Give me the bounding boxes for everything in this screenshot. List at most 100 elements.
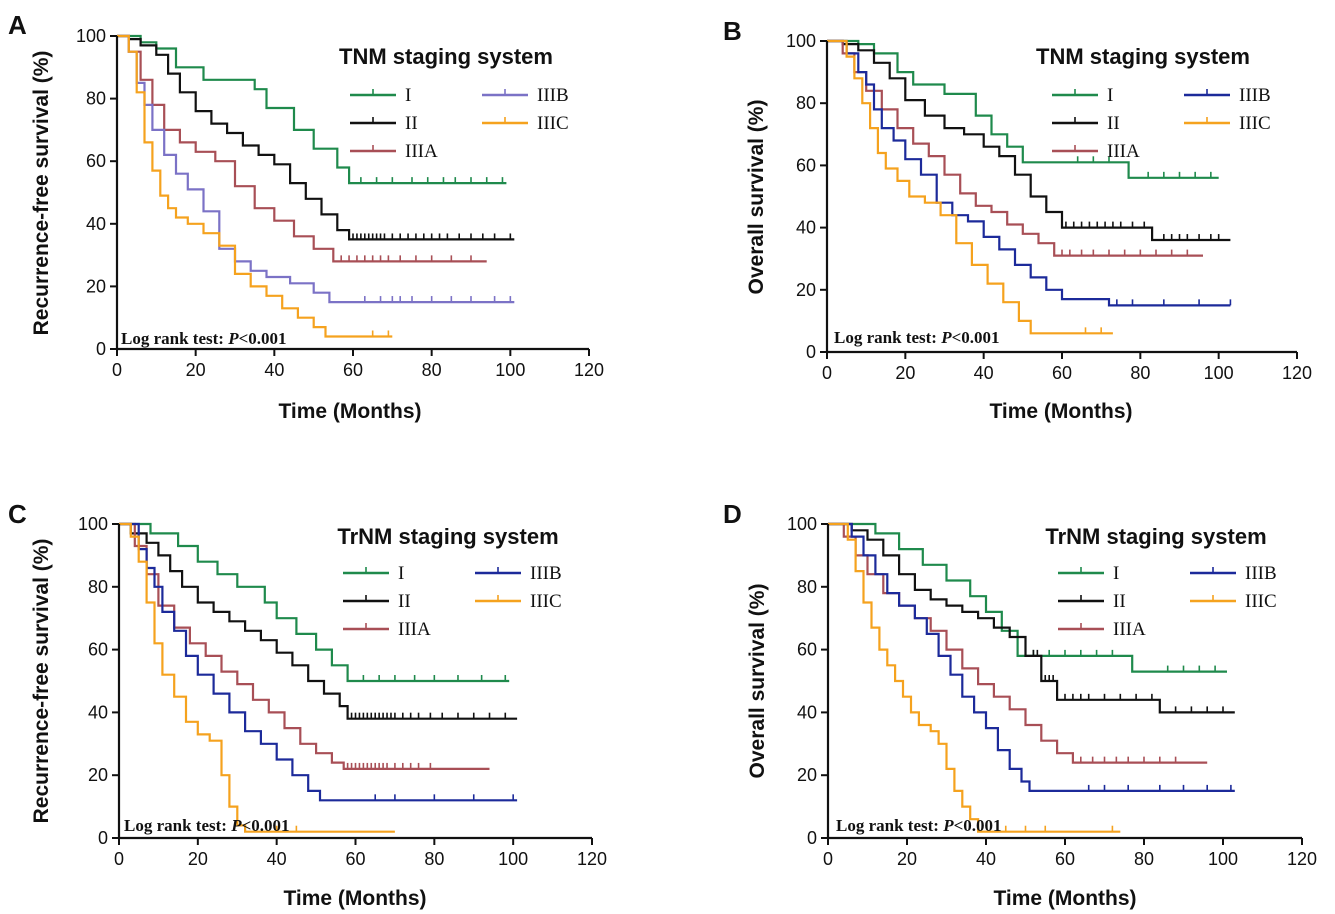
x-tick-label: 120: [577, 849, 607, 869]
legend-label-ii: II: [1107, 113, 1120, 134]
y-tick-label: 0: [806, 342, 816, 362]
km-curve-iiia: [827, 39, 1203, 257]
y-tick-label: 20: [86, 276, 106, 296]
x-tick-label: 80: [424, 849, 444, 869]
legend-label-iiia: IIIA: [1107, 141, 1140, 162]
km-curve-i: [827, 39, 1219, 179]
panel-d-log-rank-annotation: Log rank test: P<0.001: [836, 816, 1002, 835]
x-tick-label: 40: [974, 363, 994, 383]
x-tick-label: 0: [114, 849, 124, 869]
y-tick-label: 40: [88, 702, 108, 722]
y-tick-label: 60: [86, 151, 106, 171]
x-tick-label: 40: [267, 849, 287, 869]
x-tick-label: 80: [1134, 849, 1154, 869]
panel-a-x-axis-title: Time (Months): [278, 400, 421, 423]
x-tick-label: 120: [574, 360, 604, 380]
panel-a-log-rank-annotation: Log rank test: P<0.001: [121, 329, 287, 348]
legend-label-iiib: IIIB: [1239, 85, 1271, 106]
y-tick-label: 40: [86, 214, 106, 234]
legend-label-iiia: IIIA: [405, 141, 438, 162]
legend-label-i: I: [398, 563, 404, 584]
x-tick-label: 40: [976, 849, 996, 869]
panel-c: C 0 20 40 60 80 100 120 0 20 40 60 80 100 Time (Mont…: [8, 499, 607, 910]
panel-c-legend-title: TrNM staging system: [337, 524, 558, 549]
km-curve-iiib: [828, 522, 1235, 792]
km-curve-ii: [119, 522, 518, 720]
legend-label-iiia: IIIA: [1113, 619, 1146, 640]
legend-label-ii: II: [405, 113, 418, 134]
legend-label-iiib: IIIB: [530, 563, 562, 584]
panel-d-axes: 0 20 40 60 80 100 120 0 20 40 60 80 100: [787, 514, 1317, 869]
panel-d-x-axis-title: Time (Months): [993, 887, 1136, 910]
legend-label-ii: II: [398, 591, 411, 612]
x-tick-label: 100: [1208, 849, 1238, 869]
km-curve-iiia: [117, 34, 487, 263]
x-tick-label: 100: [1204, 363, 1234, 383]
panel-a-legend-title: TNM staging system: [339, 44, 553, 69]
panel-b-curves: [827, 39, 1232, 335]
panel-a: A 0 20 40 60 80 100 120 0 20 40 60 80 100 Time (Mont…: [8, 10, 604, 423]
km-curve-iiic: [828, 522, 1121, 833]
panel-d: D 0 20 40 60 80 100 120 0 20 40 60 80 100 Time (Mont…: [723, 499, 1317, 910]
y-tick-label: 20: [796, 280, 816, 300]
x-tick-label: 120: [1287, 849, 1317, 869]
y-tick-label: 0: [807, 828, 817, 848]
panel-letter-c: C: [8, 499, 27, 529]
panel-c-y-axis-title: Recurrence-free survival (%): [30, 539, 53, 824]
y-tick-label: 100: [786, 31, 816, 51]
panel-b-log-rank-annotation: Log rank test: P<0.001: [834, 328, 1000, 347]
legend-label-iiib: IIIB: [1245, 563, 1277, 584]
panel-letter-a: A: [8, 10, 27, 40]
x-tick-label: 60: [1052, 363, 1072, 383]
panel-a-curves: [117, 34, 515, 338]
km-curve-i: [119, 522, 510, 683]
legend-label-ii: II: [1113, 591, 1126, 612]
km-curve-iiic: [119, 522, 395, 833]
y-tick-label: 60: [796, 155, 816, 175]
y-tick-label: 20: [88, 765, 108, 785]
panel-b: B 0 20 40 60 80 100 120 0 20 40 60 80 100 Time (Mont…: [723, 16, 1312, 423]
x-tick-label: 0: [112, 360, 122, 380]
legend-label-iiib: IIIB: [537, 85, 569, 106]
y-tick-label: 40: [797, 702, 817, 722]
legend-label-i: I: [1107, 85, 1113, 106]
x-tick-label: 20: [895, 363, 915, 383]
y-tick-label: 20: [797, 765, 817, 785]
km-curve-iiia: [828, 522, 1208, 764]
panel-b-legend-title: TNM staging system: [1036, 44, 1250, 69]
km-curve-iiic: [117, 34, 393, 338]
y-tick-label: 100: [76, 26, 106, 46]
km-curve-ii: [827, 39, 1231, 242]
panel-a-axes: 0 20 40 60 80 100 120 0 20 40 60 80 100: [76, 26, 604, 380]
legend-label-iiic: IIIC: [530, 591, 562, 612]
panel-d-curves: [828, 522, 1235, 833]
x-tick-label: 80: [422, 360, 442, 380]
km-curve-iiib: [827, 39, 1231, 307]
legend-label-iiic: IIIC: [537, 113, 569, 134]
km-curve-iiic: [827, 39, 1113, 335]
y-tick-label: 80: [797, 577, 817, 597]
y-tick-label: 60: [88, 640, 108, 660]
km-curve-ii: [828, 522, 1235, 714]
panel-d-legend-title: TrNM staging system: [1045, 524, 1266, 549]
x-tick-label: 0: [822, 363, 832, 383]
y-tick-label: 0: [96, 339, 106, 359]
panel-b-x-axis-title: Time (Months): [989, 400, 1132, 423]
legend-label-i: I: [405, 85, 411, 106]
x-tick-label: 40: [264, 360, 284, 380]
x-tick-label: 60: [345, 849, 365, 869]
y-tick-label: 80: [86, 89, 106, 109]
km-curve-iiib: [117, 34, 515, 304]
legend-label-i: I: [1113, 563, 1119, 584]
x-tick-label: 60: [1055, 849, 1075, 869]
legend-label-iiic: IIIC: [1245, 591, 1277, 612]
panel-d-y-axis-title: Overall survival (%): [746, 584, 769, 779]
km-curve-i: [828, 522, 1227, 673]
x-tick-label: 100: [495, 360, 525, 380]
panel-c-x-axis-title: Time (Months): [283, 887, 426, 910]
y-tick-label: 40: [796, 218, 816, 238]
